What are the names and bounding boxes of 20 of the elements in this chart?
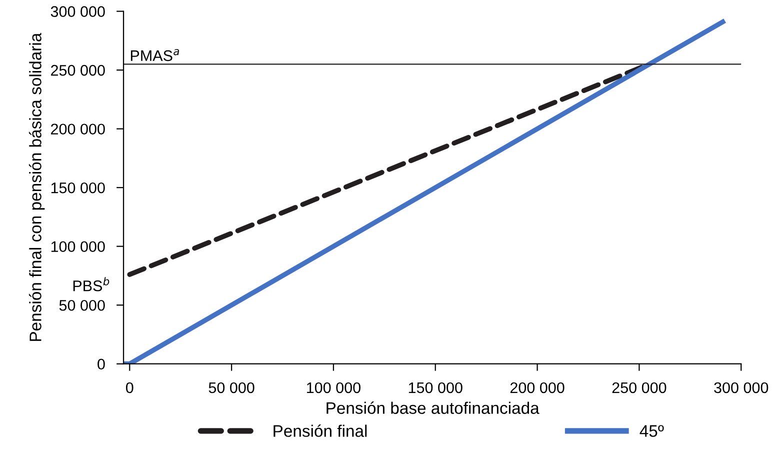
y-axis-title: Pensión final con pensión básica solidaria (28, 32, 45, 341)
x-tick-label: 300 000 (714, 382, 768, 394)
annotation: PBS$^{b}$ (73, 277, 110, 292)
y-tick-label: 150 000 (51, 182, 105, 194)
x-tick-label: 150 000 (408, 382, 462, 394)
ref-line-label: PMAS$^{a}$ (130, 49, 179, 62)
x-tick-label: 0 (126, 382, 134, 394)
x-axis-title: Pensión base autofinanciada (326, 402, 540, 414)
x-tick-label: 250 000 (612, 382, 666, 394)
y-tick-label: 50 000 (59, 300, 105, 311)
legend-label: 45º (640, 425, 664, 437)
y-tick-label: 0 (98, 358, 105, 370)
y-tick-label: 200 000 (51, 124, 105, 135)
x-tick-label: 50 000 (208, 382, 254, 394)
y-tick-label: 250 000 (51, 64, 105, 76)
legend-label: Pensión final (274, 424, 367, 437)
x-tick-label: 200 000 (510, 382, 564, 394)
x-tick-label: 100 000 (307, 382, 360, 394)
y-tick-label: 100 000 (51, 241, 105, 252)
y-tick-label: 300 000 (50, 6, 105, 17)
